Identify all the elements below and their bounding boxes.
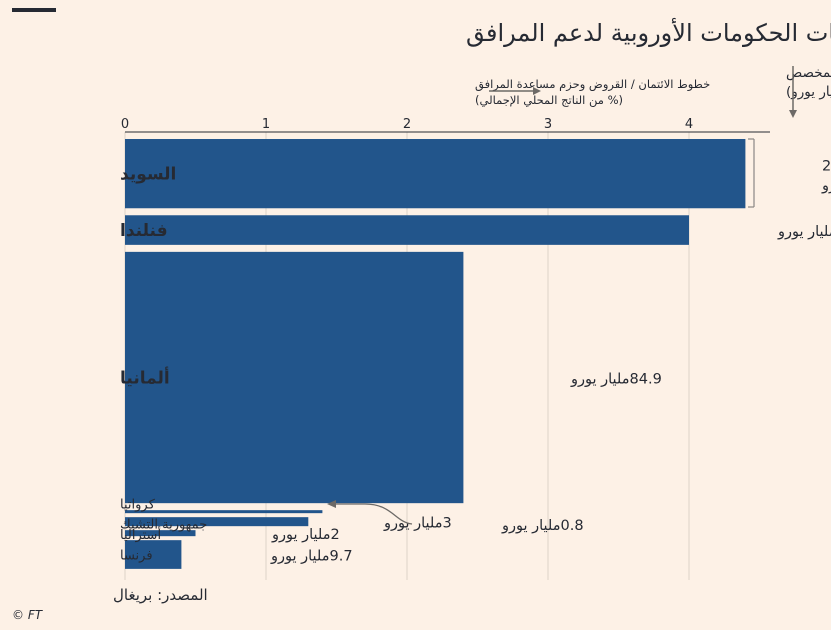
croatia-leader-arrowhead (327, 500, 336, 508)
croatia-leader-line (335, 503, 413, 525)
value-label: 84.9مليار يورو (570, 372, 662, 388)
brand-rule (12, 8, 56, 12)
bar (125, 215, 689, 245)
category-label: أستراليا (120, 526, 161, 543)
x-tick-label: 4 (685, 117, 693, 132)
x-tick-label: 1 (262, 117, 270, 132)
value-label: 0.8مليار يورو (501, 518, 584, 534)
value-labels: 23.4 10مليار يورو 84.9مليار يورو 0.8مليار ي… (270, 159, 831, 565)
category-label: فرنسا (120, 549, 153, 564)
height-label: التمويل المخصص (786, 65, 831, 81)
category-label: جمهورية التشيك (120, 518, 207, 533)
sweden-bracket (748, 138, 755, 208)
x-axis-arrow (489, 87, 541, 95)
bar (125, 251, 464, 504)
value-label: 3مليار يورو (383, 516, 452, 532)
sweden-unit-label: مليار يورو (821, 178, 831, 194)
bar (125, 517, 309, 527)
x-tick-label: 2 (403, 117, 411, 132)
copyright: © FT (12, 608, 44, 622)
x-tick-label: 3 (544, 117, 552, 132)
x-axis-label-line2: (% من الناتج المحلي الإجمالي) (475, 93, 623, 108)
value-label: 23.4 (822, 159, 831, 175)
bar (125, 530, 196, 537)
value-label: 9.7مليار يورو (270, 549, 353, 565)
category-label: السويد (120, 165, 176, 185)
source-note: المصدر: بريغال (113, 586, 208, 604)
value-label: 2مليار يورو (271, 527, 340, 543)
bar (125, 540, 182, 569)
category-label: فنلندا (120, 221, 168, 241)
chart-title: تحركات الحكومات الأوروبية لدعم المرافق (466, 18, 831, 47)
category-label: ألمانيا (120, 367, 170, 389)
x-tick-label: 0 (121, 117, 129, 132)
category-label: كرواتيا (120, 498, 156, 513)
x-axis-label: خطوط الائتمان / القروض وحزم مساعدة المرا… (475, 77, 710, 92)
bars (125, 139, 746, 569)
height-label-line2: للمرافق (مليار يورو) (786, 84, 831, 100)
x-ticks: 0 1 2 3 4 (121, 117, 693, 132)
value-label: 10مليار يورو (777, 224, 831, 240)
category-labels: السويد فنلندا ألمانيا كرواتيا جمهورية التشيك… (120, 165, 207, 564)
bar (125, 139, 746, 209)
bar (125, 510, 323, 514)
height-label-arrow (789, 66, 797, 118)
